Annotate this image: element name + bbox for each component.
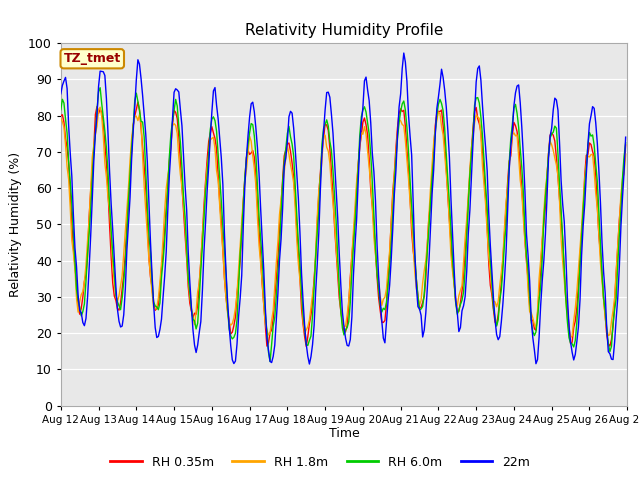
Y-axis label: Relativity Humidity (%): Relativity Humidity (%)	[10, 152, 22, 297]
X-axis label: Time: Time	[328, 427, 360, 441]
Text: TZ_tmet: TZ_tmet	[63, 52, 121, 65]
Title: Relativity Humidity Profile: Relativity Humidity Profile	[245, 23, 443, 38]
Legend: RH 0.35m, RH 1.8m, RH 6.0m, 22m: RH 0.35m, RH 1.8m, RH 6.0m, 22m	[105, 451, 535, 474]
